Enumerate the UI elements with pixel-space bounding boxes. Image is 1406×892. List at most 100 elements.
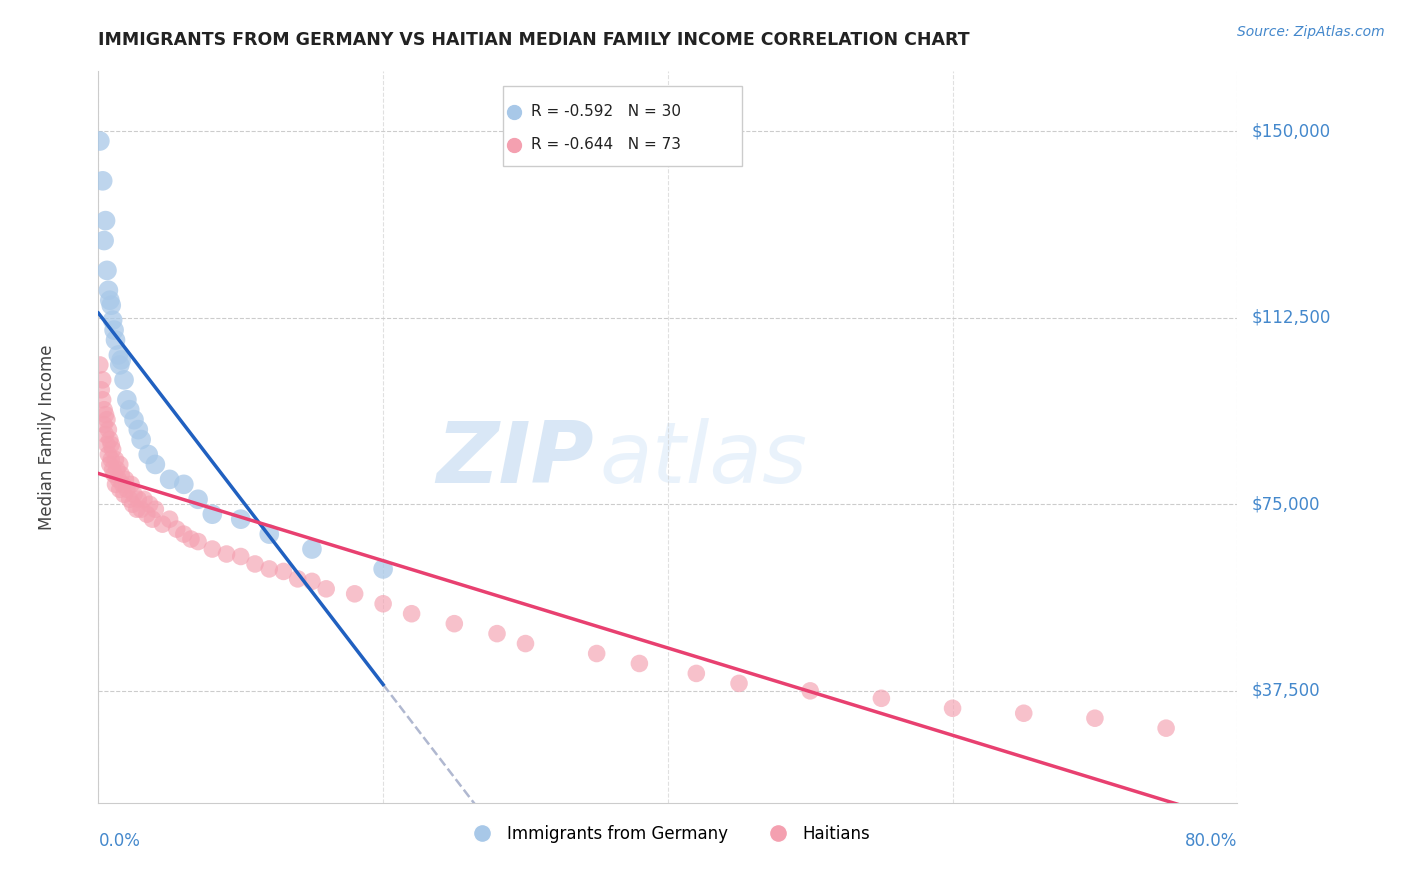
Point [585, 647, 607, 661]
Point [104, 333, 127, 347]
Point [443, 616, 465, 631]
Point [145, 502, 167, 516]
Point [136, 448, 159, 462]
Point [135, 507, 157, 521]
Point [173, 527, 195, 541]
Point [97, 283, 120, 297]
Point [229, 549, 252, 564]
Point [1012, 706, 1035, 721]
Point [110, 353, 132, 368]
Point [728, 676, 751, 690]
Point [96, 437, 118, 451]
Point [515, 636, 537, 650]
Point [118, 492, 141, 507]
Point [159, 472, 181, 486]
Point [141, 512, 163, 526]
Point [94, 408, 117, 422]
Point [259, 562, 281, 576]
Point [373, 562, 395, 576]
Point [107, 472, 129, 486]
Point [243, 557, 266, 571]
Text: $37,500: $37,500 [1251, 681, 1320, 700]
Point [100, 437, 122, 451]
Point [343, 587, 366, 601]
Point [100, 452, 122, 467]
Point [152, 517, 174, 532]
Point [145, 458, 167, 472]
Point [107, 348, 129, 362]
Point [101, 462, 124, 476]
FancyBboxPatch shape [503, 86, 742, 167]
Point [1084, 711, 1107, 725]
Point [90, 383, 112, 397]
Point [121, 497, 143, 511]
Point [93, 402, 115, 417]
Point [229, 512, 252, 526]
Text: R = -0.592   N = 30: R = -0.592 N = 30 [531, 104, 681, 120]
Point [104, 477, 127, 491]
Point [122, 412, 145, 426]
Point [180, 532, 202, 546]
Point [122, 487, 145, 501]
Point [118, 402, 141, 417]
Point [91, 174, 114, 188]
Point [120, 477, 142, 491]
Point [89, 358, 111, 372]
Point [101, 313, 124, 327]
Point [101, 442, 124, 457]
Point [129, 433, 152, 447]
Point [132, 492, 155, 507]
Point [97, 423, 120, 437]
Point [166, 522, 188, 536]
Point [127, 492, 149, 507]
Text: IMMIGRANTS FROM GERMANY VS HAITIAN MEDIAN FAMILY INCOME CORRELATION CHART: IMMIGRANTS FROM GERMANY VS HAITIAN MEDIA… [98, 31, 970, 49]
Point [103, 467, 125, 482]
Text: $75,000: $75,000 [1251, 495, 1320, 513]
Point [173, 477, 195, 491]
Point [108, 358, 131, 372]
Point [287, 572, 309, 586]
Point [215, 547, 238, 561]
Point [93, 234, 115, 248]
Point [100, 298, 122, 312]
Point [104, 452, 127, 467]
Point [138, 497, 160, 511]
Point [98, 293, 121, 308]
Text: Median Family Income: Median Family Income [38, 344, 56, 530]
Point [89, 134, 111, 148]
Point [96, 412, 118, 426]
Legend: Immigrants from Germany, Haitians: Immigrants from Germany, Haitians [458, 818, 877, 849]
Point [301, 542, 323, 557]
Point [112, 373, 135, 387]
Text: $112,500: $112,500 [1251, 309, 1330, 326]
Text: 80.0%: 80.0% [1185, 832, 1237, 850]
Point [259, 527, 281, 541]
Point [108, 483, 131, 497]
Point [111, 477, 134, 491]
Point [96, 263, 118, 277]
Text: R = -0.644   N = 73: R = -0.644 N = 73 [531, 137, 681, 152]
Point [97, 448, 120, 462]
Text: 0.0%: 0.0% [98, 832, 141, 850]
Point [201, 507, 224, 521]
Point [201, 542, 224, 557]
Point [115, 392, 138, 407]
Text: ZIP: ZIP [436, 417, 593, 500]
Point [94, 427, 117, 442]
Point [108, 458, 131, 472]
Point [401, 607, 423, 621]
Point [112, 487, 135, 501]
Point [127, 423, 149, 437]
Point [94, 213, 117, 227]
Point [942, 701, 965, 715]
Point [125, 502, 148, 516]
Point [187, 492, 209, 507]
Text: $150,000: $150,000 [1251, 122, 1330, 140]
Point [1154, 721, 1177, 735]
Point [103, 323, 125, 337]
Point [98, 458, 121, 472]
Point [628, 657, 651, 671]
Point [685, 666, 707, 681]
Point [301, 574, 323, 589]
Text: atlas: atlas [599, 417, 807, 500]
